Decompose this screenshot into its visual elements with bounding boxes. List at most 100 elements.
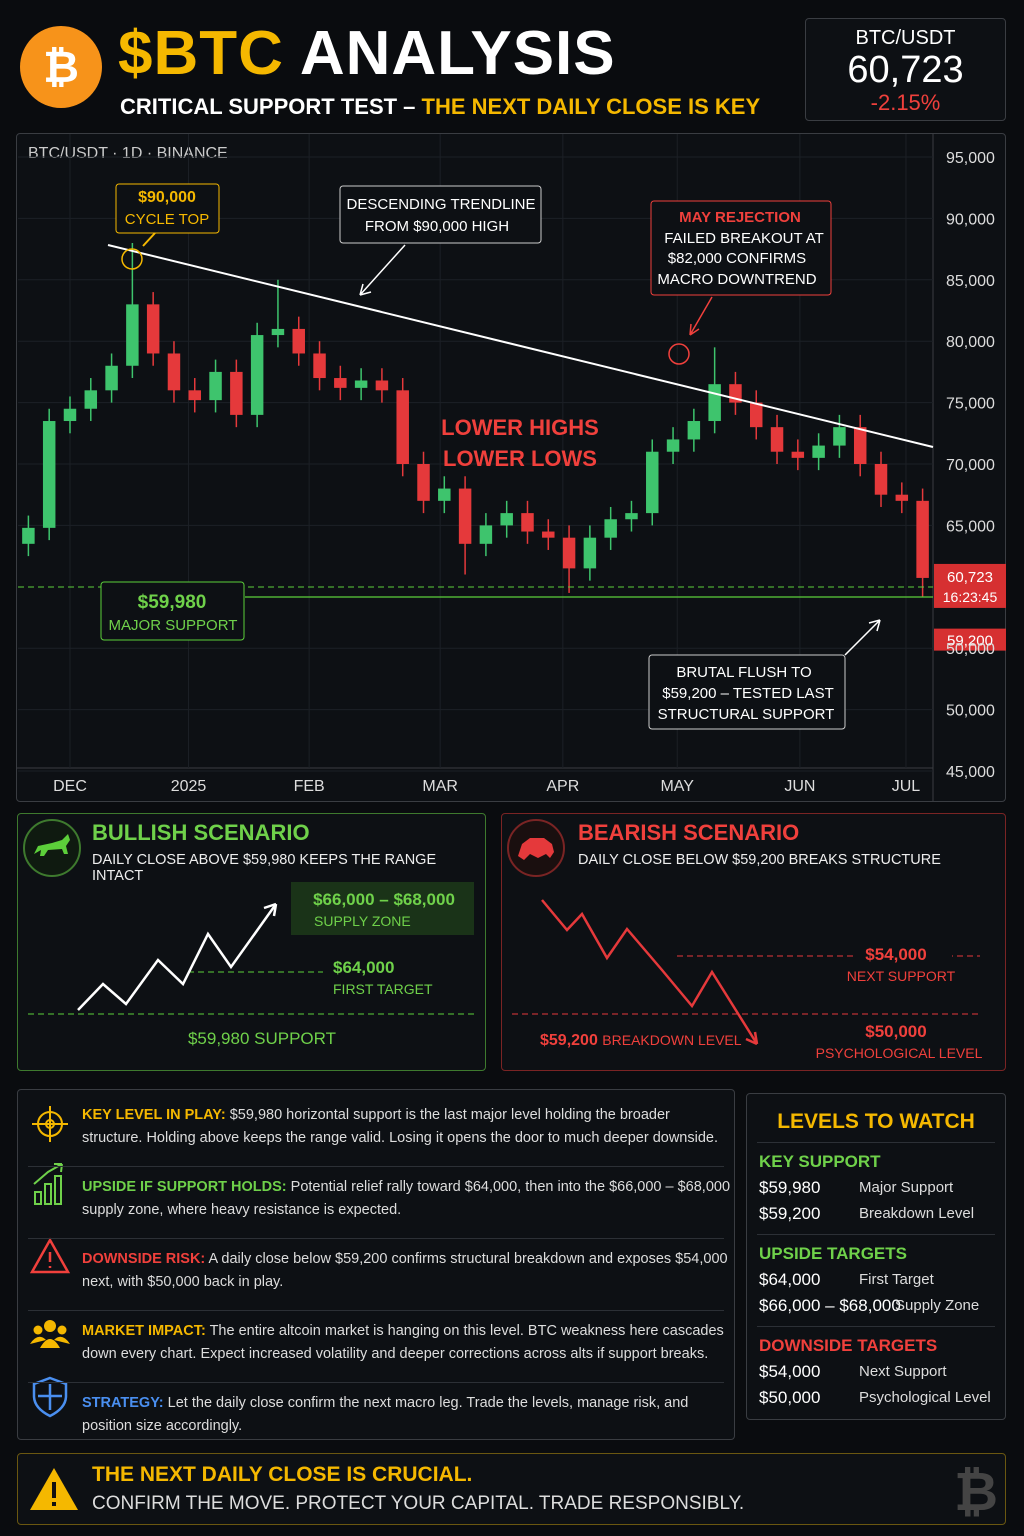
target-text: $64,000 xyxy=(333,958,394,977)
annot-text: MACRO DOWNTREND xyxy=(657,271,816,288)
annot-text: $90,000 xyxy=(138,189,196,206)
decoration: ₿ xyxy=(954,1462,998,1520)
annot-box xyxy=(339,185,542,244)
x-tick-label: FEB xyxy=(294,778,325,795)
level-value: $54,000 xyxy=(759,1362,821,1381)
candle-body xyxy=(417,464,430,501)
chart-label: BTC/USDT · 1D · BINANCE xyxy=(28,145,228,162)
arrow xyxy=(844,619,881,656)
y-tick-label: 85,000 xyxy=(946,273,995,290)
candle-body xyxy=(146,304,160,354)
decoration xyxy=(32,1376,68,1418)
x-tick-label: JUL xyxy=(892,778,921,795)
title: $BTC ANALYSIS xyxy=(118,18,616,89)
annot-box xyxy=(648,654,846,730)
levels-group-title: DOWNSIDE TARGETS xyxy=(759,1336,938,1355)
support-text: $59,980 SUPPORT xyxy=(188,1029,336,1048)
bullish-panel: BULLISH SCENARIO DAILY CLOSE ABOVE $59,9… xyxy=(17,813,486,1071)
levels-divider xyxy=(757,1234,995,1235)
decoration xyxy=(745,1031,759,1046)
candle-body xyxy=(604,519,617,538)
candle-body xyxy=(458,488,472,544)
level-label: Next Support xyxy=(859,1363,947,1380)
decoration xyxy=(77,903,278,1011)
ticker-pair: BTC/USDT xyxy=(855,27,956,49)
annot-box xyxy=(115,183,220,234)
low-tag xyxy=(934,628,1006,651)
decoration xyxy=(29,1237,71,1274)
title-a: $BTC xyxy=(118,19,284,88)
candle-body xyxy=(438,488,451,501)
note-text: A daily close below $59,200 confirms str… xyxy=(82,1251,728,1290)
low-tag-text: 59,200 xyxy=(947,633,993,650)
candle-body xyxy=(63,408,77,422)
supply-zone xyxy=(291,882,474,935)
breakdown-value: $59,200 xyxy=(540,1032,598,1049)
decoration xyxy=(30,1336,70,1348)
annot-text: CYCLE TOP xyxy=(125,211,209,228)
candle-body xyxy=(874,464,888,495)
candle-body xyxy=(791,451,805,458)
levels-group-title: KEY SUPPORT xyxy=(759,1152,881,1171)
y-tick-label: 65,000 xyxy=(946,518,995,535)
bear-icon xyxy=(507,819,565,877)
breakdown-text: $59,200 BREAKDOWN LEVEL xyxy=(540,1032,742,1049)
x-tick-label: APR xyxy=(546,778,579,795)
candle-body xyxy=(292,328,305,354)
candle-body xyxy=(646,451,659,514)
y-tick-label: 70,000 xyxy=(946,457,995,474)
annot-text: $82,000 CONFIRMS xyxy=(668,250,806,267)
title-b: ANALYSIS xyxy=(299,19,616,88)
candle-body xyxy=(687,421,701,440)
decoration: 60,723 16:23:45 59,200 xyxy=(934,563,1006,651)
price-tag xyxy=(934,563,1006,608)
candle-body xyxy=(167,353,181,391)
candle-body xyxy=(583,537,597,569)
level-value: $66,000 – $68,000 xyxy=(759,1296,901,1315)
may-circle xyxy=(668,343,690,365)
decoration xyxy=(18,134,933,772)
annot-text: LOWER HIGHS xyxy=(441,415,599,440)
level-label: Breakdown Level xyxy=(859,1205,975,1222)
annot-text: MAJOR SUPPORT xyxy=(109,617,238,634)
level-value: $59,200 xyxy=(759,1204,821,1223)
note-divider xyxy=(28,1382,724,1383)
arrow xyxy=(689,296,713,336)
note-head: DOWNSIDE RISK: xyxy=(82,1251,206,1267)
candle-body xyxy=(750,402,763,428)
note-text: $59,980 horizontal support is the last m… xyxy=(82,1107,718,1146)
annot-text: FROM $90,000 HIGH xyxy=(365,218,509,235)
y-tick-label: 50,000 xyxy=(946,641,995,658)
note: DOWNSIDE RISK: A daily close below $59,2… xyxy=(82,1248,732,1294)
warning-icon xyxy=(30,1468,78,1510)
note-text: Let the daily close confirm the next mac… xyxy=(82,1395,689,1434)
y-tick-label: 50,000 xyxy=(946,703,995,720)
target-label: FIRST TARGET xyxy=(333,981,433,997)
candle-body xyxy=(625,513,638,520)
decoration xyxy=(32,1106,68,1142)
subtitle: CRITICAL SUPPORT TEST – THE NEXT DAILY C… xyxy=(120,94,760,120)
candle-body xyxy=(271,328,285,336)
decoration xyxy=(33,1163,63,1205)
zone-label: SUPPLY ZONE xyxy=(314,913,411,929)
levels-group-title: UPSIDE TARGETS xyxy=(759,1244,907,1263)
decoration xyxy=(44,1320,56,1332)
decoration xyxy=(857,942,952,964)
ticker-change: -2.15% xyxy=(870,90,941,115)
bull-icon xyxy=(23,819,81,877)
chart: BTC/USDT · 1D · BINANCE $90,000 CYCLE TO… xyxy=(17,134,1006,801)
annot-text: LOWER LOWS xyxy=(443,446,597,471)
annot-box xyxy=(650,200,832,296)
decoration xyxy=(20,26,102,108)
trendline xyxy=(107,244,934,448)
bull-chart: $66,000 – $68,000 SUPPLY ZONE $64,000 FI… xyxy=(28,882,476,1048)
y-tick-label: 95,000 xyxy=(946,150,995,167)
note-divider xyxy=(28,1310,724,1311)
annot-text: $59,980 xyxy=(138,592,207,613)
candle-body xyxy=(916,500,929,578)
annot-text: FAILED BREAKOUT AT xyxy=(664,230,824,247)
annot-text: BRUTAL FLUSH TO xyxy=(676,664,811,681)
candle-body xyxy=(209,371,222,401)
bearish-panel: BEARISH SCENARIO DAILY CLOSE BELOW $59,2… xyxy=(501,813,1006,1071)
